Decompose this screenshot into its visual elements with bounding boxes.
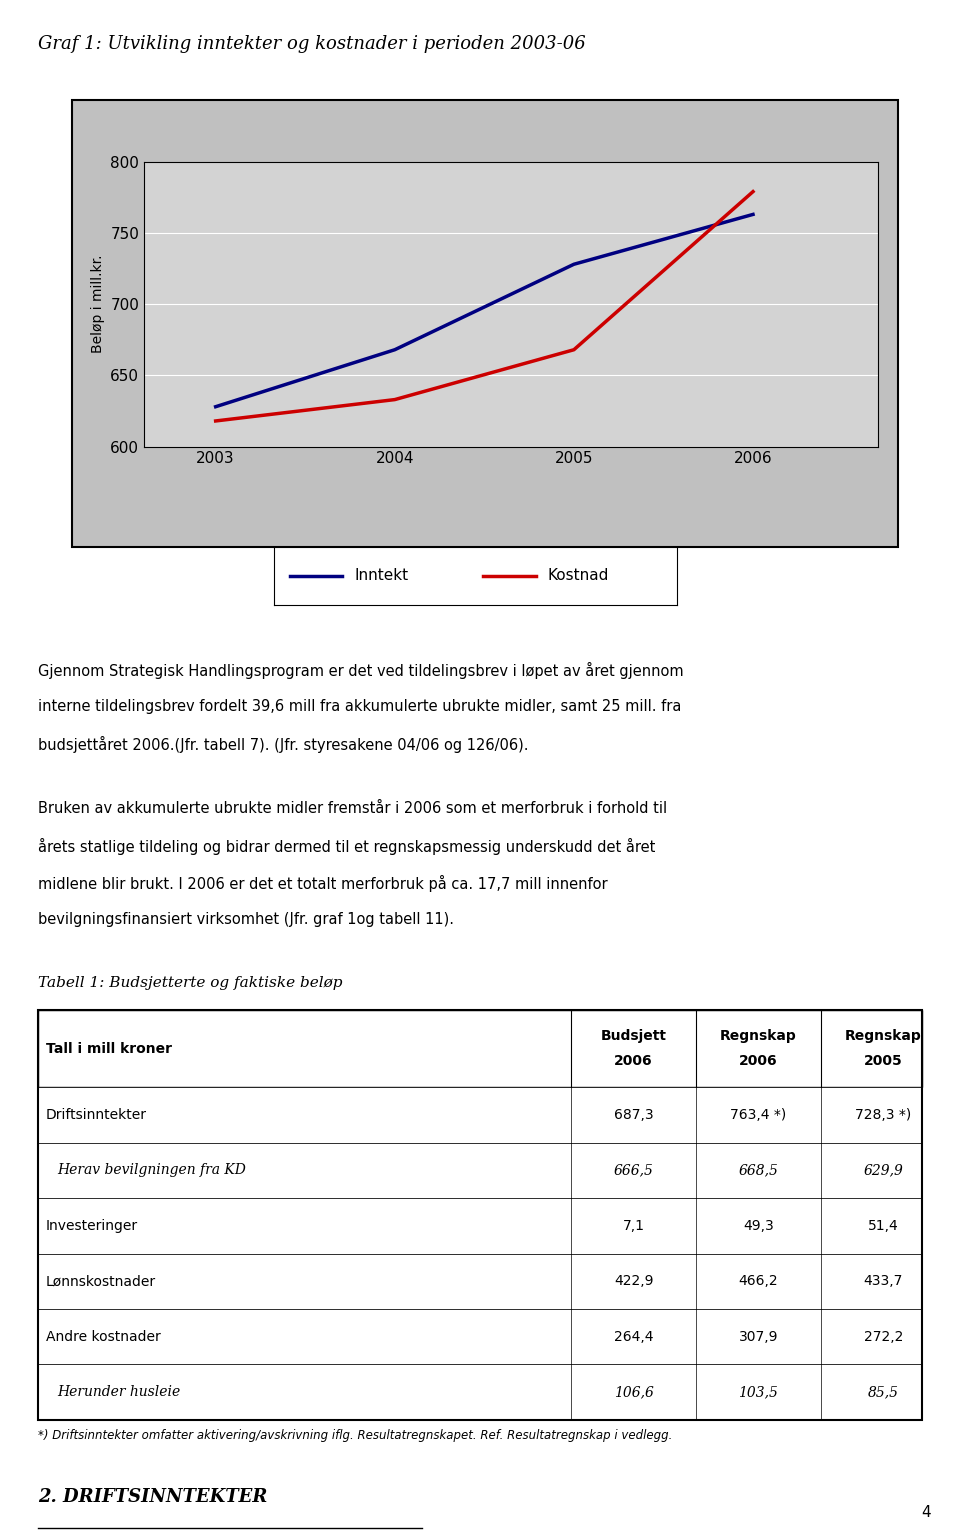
- Text: 7,1: 7,1: [623, 1218, 644, 1234]
- Text: 728,3 *): 728,3 *): [855, 1107, 911, 1123]
- Text: Graf 1: Utvikling inntekter og kostnader i perioden 2003-06: Graf 1: Utvikling inntekter og kostnader…: [38, 35, 587, 54]
- Text: Herunder husleie: Herunder husleie: [58, 1384, 180, 1400]
- Text: 2005: 2005: [864, 1053, 902, 1069]
- Text: Herav bevilgningen fra KD: Herav bevilgningen fra KD: [58, 1163, 247, 1178]
- Text: Bruken av akkumulerte ubrukte midler fremstår i 2006 som et merforbruk i forhold: Bruken av akkumulerte ubrukte midler fre…: [38, 801, 667, 816]
- Bar: [38, 1254, 922, 1309]
- Bar: [38, 1087, 922, 1143]
- Text: 433,7: 433,7: [863, 1274, 903, 1289]
- Text: Lønnskostnader: Lønnskostnader: [46, 1274, 156, 1289]
- Text: 51,4: 51,4: [868, 1218, 899, 1234]
- Text: 629,9: 629,9: [863, 1163, 903, 1178]
- Text: Tall i mill kroner: Tall i mill kroner: [46, 1041, 172, 1056]
- Text: Kostnad: Kostnad: [548, 568, 610, 584]
- Text: midlene blir brukt. I 2006 er det et totalt merforbruk på ca. 17,7 mill innenfor: midlene blir brukt. I 2006 er det et tot…: [38, 875, 608, 892]
- Y-axis label: Beløp i mill.kr.: Beløp i mill.kr.: [90, 256, 105, 353]
- Text: 103,5: 103,5: [738, 1384, 779, 1400]
- Text: 687,3: 687,3: [613, 1107, 654, 1123]
- Text: 763,4 *): 763,4 *): [731, 1107, 786, 1123]
- Text: interne tildelingsbrev fordelt 39,6 mill fra akkumulerte ubrukte midler, samt 25: interne tildelingsbrev fordelt 39,6 mill…: [38, 699, 682, 715]
- Bar: [38, 1010, 922, 1087]
- Text: 2006: 2006: [614, 1053, 653, 1069]
- Text: Driftsinntekter: Driftsinntekter: [46, 1107, 147, 1123]
- Text: 2006: 2006: [739, 1053, 778, 1069]
- Text: 4: 4: [922, 1505, 931, 1520]
- Text: Gjennom Strategisk Handlingsprogram er det ved tildelingsbrev i løpet av året gj: Gjennom Strategisk Handlingsprogram er d…: [38, 662, 684, 679]
- Bar: [38, 1198, 922, 1254]
- Text: 85,5: 85,5: [868, 1384, 899, 1400]
- Bar: [38, 1143, 922, 1198]
- Text: 106,6: 106,6: [613, 1384, 654, 1400]
- Text: Tabell 1: Budsjetterte og faktiske beløp: Tabell 1: Budsjetterte og faktiske beløp: [38, 976, 343, 990]
- Bar: [72, 100, 898, 547]
- Text: budsjettåret 2006.(Jfr. tabell 7). (Jfr. styresakene 04/06 og 126/06).: budsjettåret 2006.(Jfr. tabell 7). (Jfr.…: [38, 736, 529, 753]
- Text: 49,3: 49,3: [743, 1218, 774, 1234]
- Bar: [38, 1364, 922, 1420]
- Text: Regnskap: Regnskap: [845, 1029, 922, 1044]
- Bar: [38, 1010, 922, 1420]
- Text: 422,9: 422,9: [613, 1274, 654, 1289]
- Text: *) Driftsinntekter omfatter aktivering/avskrivning iflg. Resultatregnskapet. Ref: *) Driftsinntekter omfatter aktivering/a…: [38, 1429, 673, 1441]
- Text: 307,9: 307,9: [738, 1329, 779, 1344]
- Text: Andre kostnader: Andre kostnader: [46, 1329, 161, 1344]
- Text: 666,5: 666,5: [613, 1163, 654, 1178]
- Text: Inntekt: Inntekt: [354, 568, 408, 584]
- Text: 668,5: 668,5: [738, 1163, 779, 1178]
- Text: 264,4: 264,4: [613, 1329, 654, 1344]
- Text: 466,2: 466,2: [738, 1274, 779, 1289]
- Text: Investeringer: Investeringer: [46, 1218, 138, 1234]
- Text: Regnskap: Regnskap: [720, 1029, 797, 1044]
- Text: bevilgningsfinansiert virksomhet (Jfr. graf 1og tabell 11).: bevilgningsfinansiert virksomhet (Jfr. g…: [38, 912, 454, 927]
- Text: 2. DRIFTSINNTEKTER: 2. DRIFTSINNTEKTER: [38, 1488, 268, 1506]
- Text: 272,2: 272,2: [863, 1329, 903, 1344]
- Bar: [38, 1309, 922, 1364]
- Text: årets statlige tildeling og bidrar dermed til et regnskapsmessig underskudd det : årets statlige tildeling og bidrar derme…: [38, 838, 656, 855]
- Text: Budsjett: Budsjett: [601, 1029, 666, 1044]
